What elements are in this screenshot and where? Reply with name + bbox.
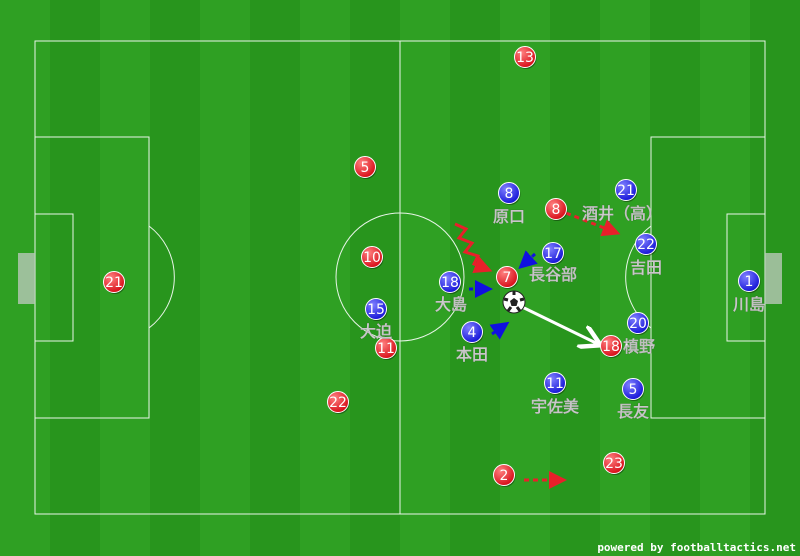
player-red-13[interactable]: 13 <box>514 46 537 70</box>
player-marker <box>354 156 376 178</box>
player-name: 長友 <box>617 402 650 421</box>
player-marker <box>375 337 397 359</box>
player-blue-5[interactable]: 5 長友 <box>617 378 650 422</box>
player-number: 5 <box>629 382 638 398</box>
player-marker <box>365 298 387 320</box>
player-red-5[interactable]: 5 <box>354 156 377 180</box>
player-number: 17 <box>544 246 562 262</box>
player-name: 宇佐美 <box>531 397 580 416</box>
player-marker <box>439 271 461 293</box>
player-marker <box>544 372 566 394</box>
player-number: 2 <box>500 468 509 484</box>
player-marker <box>600 335 622 357</box>
player-blue-8[interactable]: 8 原口 <box>493 182 525 227</box>
player-name: 長谷部 <box>529 265 577 284</box>
player-number: 21 <box>105 275 123 291</box>
player-marker <box>545 198 567 220</box>
player-red-22[interactable]: 22 <box>327 391 350 415</box>
player-number: 22 <box>637 237 655 253</box>
player-number: 4 <box>468 325 477 341</box>
player-number: 21 <box>617 183 635 199</box>
dribble-arrow-red <box>454 222 493 274</box>
player-number: 10 <box>363 250 381 266</box>
player-number: 5 <box>361 160 370 176</box>
player-marker <box>496 266 518 288</box>
pass-arrow <box>515 302 598 344</box>
left-goal <box>18 253 35 304</box>
player-marker <box>514 46 536 68</box>
player-number: 20 <box>629 316 647 332</box>
move-arrow-blue-4 <box>489 321 510 340</box>
player-marker <box>542 242 564 264</box>
player-number: 15 <box>367 302 385 318</box>
player-blue-4[interactable]: 4 本田 <box>456 321 488 365</box>
player-marker <box>361 246 383 268</box>
player-blue-11[interactable]: 11 宇佐美 <box>531 372 580 417</box>
player-number: 22 <box>329 395 347 411</box>
player-red-23[interactable]: 23 <box>603 452 626 476</box>
player-marker <box>327 391 349 413</box>
player-red-2[interactable]: 2 <box>493 464 516 488</box>
player-marker <box>635 233 657 255</box>
player-name: 本田 <box>456 345 488 364</box>
player-blue-18[interactable]: 18 大島 <box>435 271 467 315</box>
player-number: 11 <box>546 376 564 392</box>
credit-text: powered by footballtactics.net <box>597 541 796 554</box>
player-number: 11 <box>377 341 395 357</box>
player-name: 大迫 <box>360 322 393 341</box>
player-name: 吉田 <box>630 258 662 277</box>
player-marker <box>461 321 483 343</box>
player-blue-15[interactable]: 15 大迫 <box>360 298 393 342</box>
player-red-11[interactable]: 11 <box>375 337 398 361</box>
player-number: 13 <box>516 50 534 66</box>
player-number: 8 <box>552 202 561 218</box>
player-red-10[interactable]: 10 <box>361 246 384 270</box>
player-red-18[interactable]: 18 <box>600 335 623 359</box>
player-number: 18 <box>441 275 459 291</box>
player-number: 23 <box>605 456 623 472</box>
player-red-8[interactable]: 8 <box>545 198 568 222</box>
player-name: 酒井（高） <box>582 204 662 223</box>
player-blue-21[interactable]: 21 酒井（高） <box>582 179 662 224</box>
player-marker <box>498 182 520 204</box>
player-number: 8 <box>505 186 514 202</box>
player-number: 7 <box>503 270 512 286</box>
soccer-ball-icon <box>502 290 526 314</box>
player-marker <box>738 270 760 292</box>
player-red-21[interactable]: 21 <box>103 271 126 295</box>
right-goal <box>765 253 782 304</box>
player-blue-20[interactable]: 20 槙野 <box>623 312 655 357</box>
player-name: 原口 <box>493 207 525 226</box>
player-blue-1[interactable]: 1 川島 <box>732 270 765 315</box>
player-blue-22[interactable]: 22 吉田 <box>630 233 662 278</box>
player-name: 大島 <box>435 295 467 314</box>
move-arrow-blue-17 <box>518 250 538 270</box>
player-number: 1 <box>745 274 754 290</box>
player-marker <box>622 378 644 400</box>
player-number: 18 <box>602 339 620 355</box>
player-name: 槙野 <box>623 337 655 356</box>
player-marker <box>493 464 515 486</box>
player-name: 川島 <box>732 295 765 314</box>
player-blue-17[interactable]: 17 長谷部 <box>529 242 577 285</box>
player-red-7[interactable]: 7 <box>496 266 519 290</box>
player-marker <box>103 271 125 293</box>
player-marker <box>627 312 649 334</box>
player-marker <box>615 179 637 201</box>
movement-arrows <box>454 211 621 489</box>
player-marker <box>603 452 625 474</box>
